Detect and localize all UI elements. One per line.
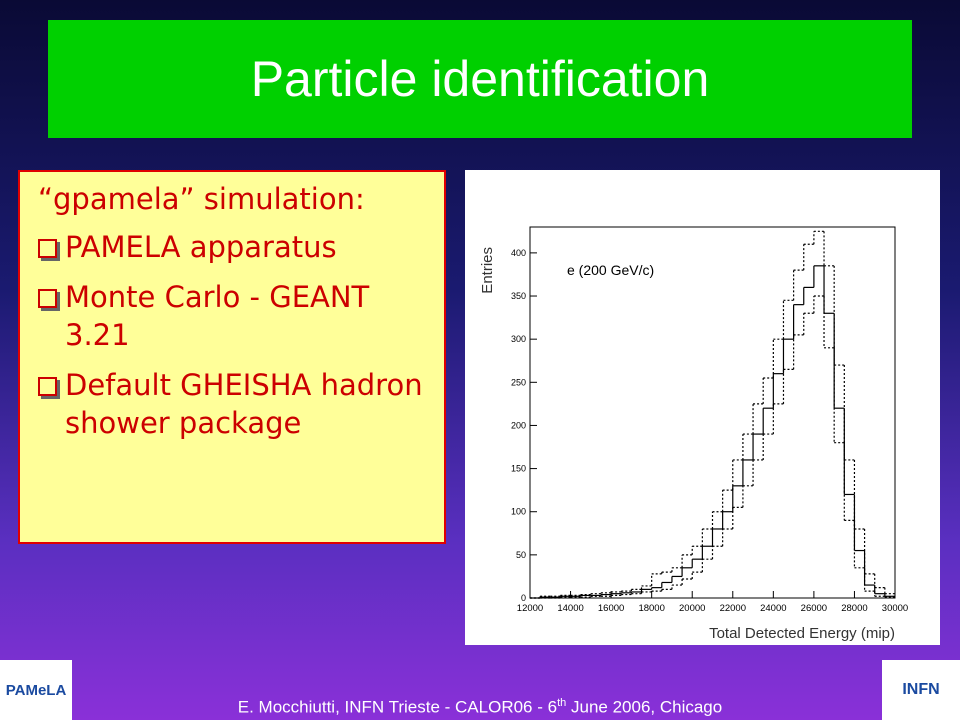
- y-tick-label: 400: [511, 248, 526, 258]
- logo: PAMeLA: [0, 660, 72, 720]
- y-tick-label: 250: [511, 377, 526, 387]
- y-tick-label: 100: [511, 507, 526, 517]
- y-tick-label: 50: [516, 550, 526, 560]
- x-axis-label: Total Detected Energy (mip): [709, 625, 895, 642]
- footer: E. Mocchiutti, INFN Trieste - CALOR06 - …: [0, 697, 960, 718]
- y-tick-label: 200: [511, 420, 526, 430]
- x-tick-label: 18000: [638, 603, 664, 614]
- chart: 0 50 100 150 200 250 300 350 400 12000 14000 16000 1…: [465, 170, 940, 645]
- bullet-text: Monte Carlo - GEANT 3.21: [65, 280, 370, 352]
- x-tick-label: 12000: [517, 603, 543, 614]
- x-tick-label: 14000: [557, 603, 583, 614]
- footer-sup: th: [557, 697, 567, 709]
- x-tick-label: 22000: [720, 603, 746, 614]
- y-tick-label: 150: [511, 464, 526, 474]
- x-tick-label: 20000: [679, 603, 705, 614]
- bullet: PAMELA apparatus: [38, 228, 436, 266]
- x-tick-label: 26000: [801, 603, 827, 614]
- footer-text: E. Mocchiutti, INFN Trieste - CALOR06 - …: [237, 697, 558, 717]
- logo: INFN: [882, 660, 960, 720]
- y-tick-label: 300: [511, 334, 526, 344]
- chart-background: [465, 170, 940, 645]
- x-tick-label: 30000: [882, 603, 908, 614]
- footer-text: June 2006, Chicago: [566, 697, 723, 717]
- y-tick-label: 0: [521, 593, 526, 603]
- x-tick-label: 16000: [598, 603, 624, 614]
- x-tick-label: 24000: [760, 603, 786, 614]
- bullet-text: Default GHEISHA hadron shower package: [65, 368, 423, 440]
- y-tick-label: 350: [511, 291, 526, 301]
- annotation: e (200 GeV/c): [567, 262, 654, 278]
- bullet: Monte Carlo - GEANT 3.21: [38, 278, 436, 354]
- bullet: Default GHEISHA hadron shower package: [38, 366, 436, 442]
- bullet-text: PAMELA apparatus: [65, 230, 337, 264]
- plot-frame: [529, 226, 896, 599]
- text-box: “gpamela” simulation: PAMELA apparatus M…: [18, 170, 446, 544]
- heading: “gpamela” simulation:: [38, 182, 365, 216]
- title: Particle identification: [48, 20, 912, 138]
- x-tick-label: 28000: [841, 603, 867, 614]
- y-axis-label: Entries: [479, 247, 496, 294]
